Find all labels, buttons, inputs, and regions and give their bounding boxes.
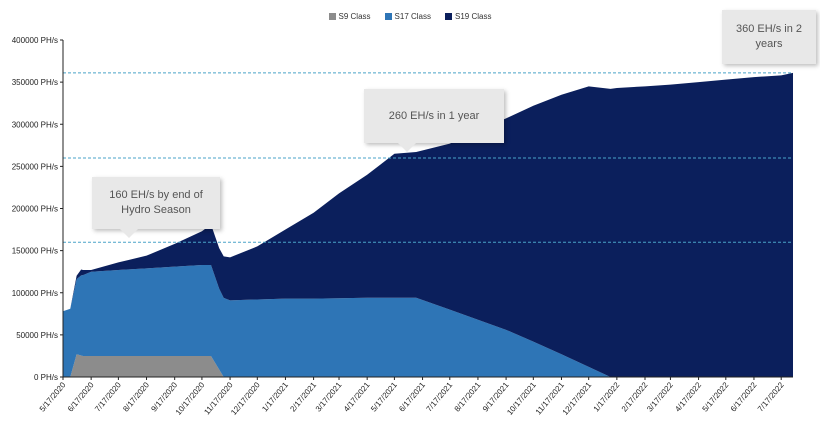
y-tick-label: 250000 PH/s	[12, 162, 58, 171]
callout-two-years-text: 360 EH/s in 2 years	[735, 23, 803, 50]
area-s19-class	[63, 72, 793, 378]
callout-hydro-season-text: 160 EH/s by end of Hydro Season	[109, 189, 203, 216]
x-tick-label: 6/17/2020	[66, 380, 96, 413]
callout-one-year-tail	[398, 143, 416, 152]
callout-two-years: 360 EH/s in 2 years	[722, 10, 816, 64]
legend-swatch-s17	[384, 13, 392, 20]
legend-item-s9: S9 Class	[328, 12, 371, 21]
x-tick-label: 4/17/2021	[342, 380, 372, 413]
y-tick-label: 350000 PH/s	[12, 78, 58, 87]
x-tick-label: 1/17/2021	[260, 380, 290, 413]
area-series-group	[63, 72, 793, 378]
x-tick-label: 6/17/2022	[729, 380, 759, 413]
x-tick-label: 5/17/2021	[369, 380, 399, 413]
x-tick-label: 8/17/2020	[121, 380, 151, 413]
y-tick-label: 150000 PH/s	[12, 247, 58, 256]
y-tick-label: 100000 PH/s	[12, 289, 58, 298]
x-tick-label: 6/17/2021	[397, 380, 427, 413]
reference-lines-group	[63, 72, 793, 243]
area-s17-class	[63, 264, 793, 377]
callout-hydro-season: 160 EH/s by end of Hydro Season	[92, 177, 220, 229]
x-tick-label: 7/17/2021	[425, 380, 455, 413]
legend-label-s17: S17 Class	[394, 12, 431, 21]
y-tick-labels: 0 PH/s 50000 PH/s 100000 PH/s 150000 PH/s 20…	[12, 36, 63, 382]
x-tick-label: 7/17/2020	[93, 380, 123, 413]
x-tick-label: 1/17/2022	[592, 380, 622, 413]
x-tick-label: 3/17/2021	[314, 380, 344, 413]
legend-swatch-s9	[328, 13, 336, 20]
legend-item-s17: S17 Class	[384, 12, 431, 21]
legend-swatch-s19	[445, 13, 452, 20]
y-tick-label: 200000 PH/s	[12, 205, 58, 214]
x-tick-labels: 5/17/20206/17/20207/17/20208/17/20209/17…	[38, 377, 786, 417]
x-tick-label: 5/17/2020	[38, 380, 68, 413]
y-tick-label: 400000 PH/s	[12, 36, 58, 45]
y-tick-label: 50000 PH/s	[16, 331, 58, 340]
x-tick-label: 12/17/2020	[229, 380, 262, 417]
y-tick-label: 300000 PH/s	[12, 120, 58, 129]
x-tick-label: 7/17/2022	[756, 380, 786, 413]
x-tick-label: 12/17/2021	[561, 380, 594, 417]
callout-one-year-text: 260 EH/s in 1 year	[388, 109, 480, 122]
callout-one-year: 260 EH/s in 1 year	[364, 89, 504, 143]
callout-hydro-season-tail	[120, 229, 138, 238]
legend: S9 Class S17 Class S19 Class	[0, 12, 820, 21]
area-s9-class	[63, 354, 793, 377]
legend-item-s19: S19 Class	[445, 12, 491, 21]
legend-label-s9: S9 Class	[338, 12, 371, 21]
x-tick-label: 4/17/2022	[673, 380, 703, 413]
x-tick-label: 8/17/2021	[453, 380, 483, 413]
y-tick-label: 0 PH/s	[34, 373, 58, 382]
x-tick-label: 5/17/2022	[701, 380, 731, 413]
x-tick-label: 3/17/2022	[645, 380, 675, 413]
legend-label-s19: S19 Class	[455, 12, 492, 21]
